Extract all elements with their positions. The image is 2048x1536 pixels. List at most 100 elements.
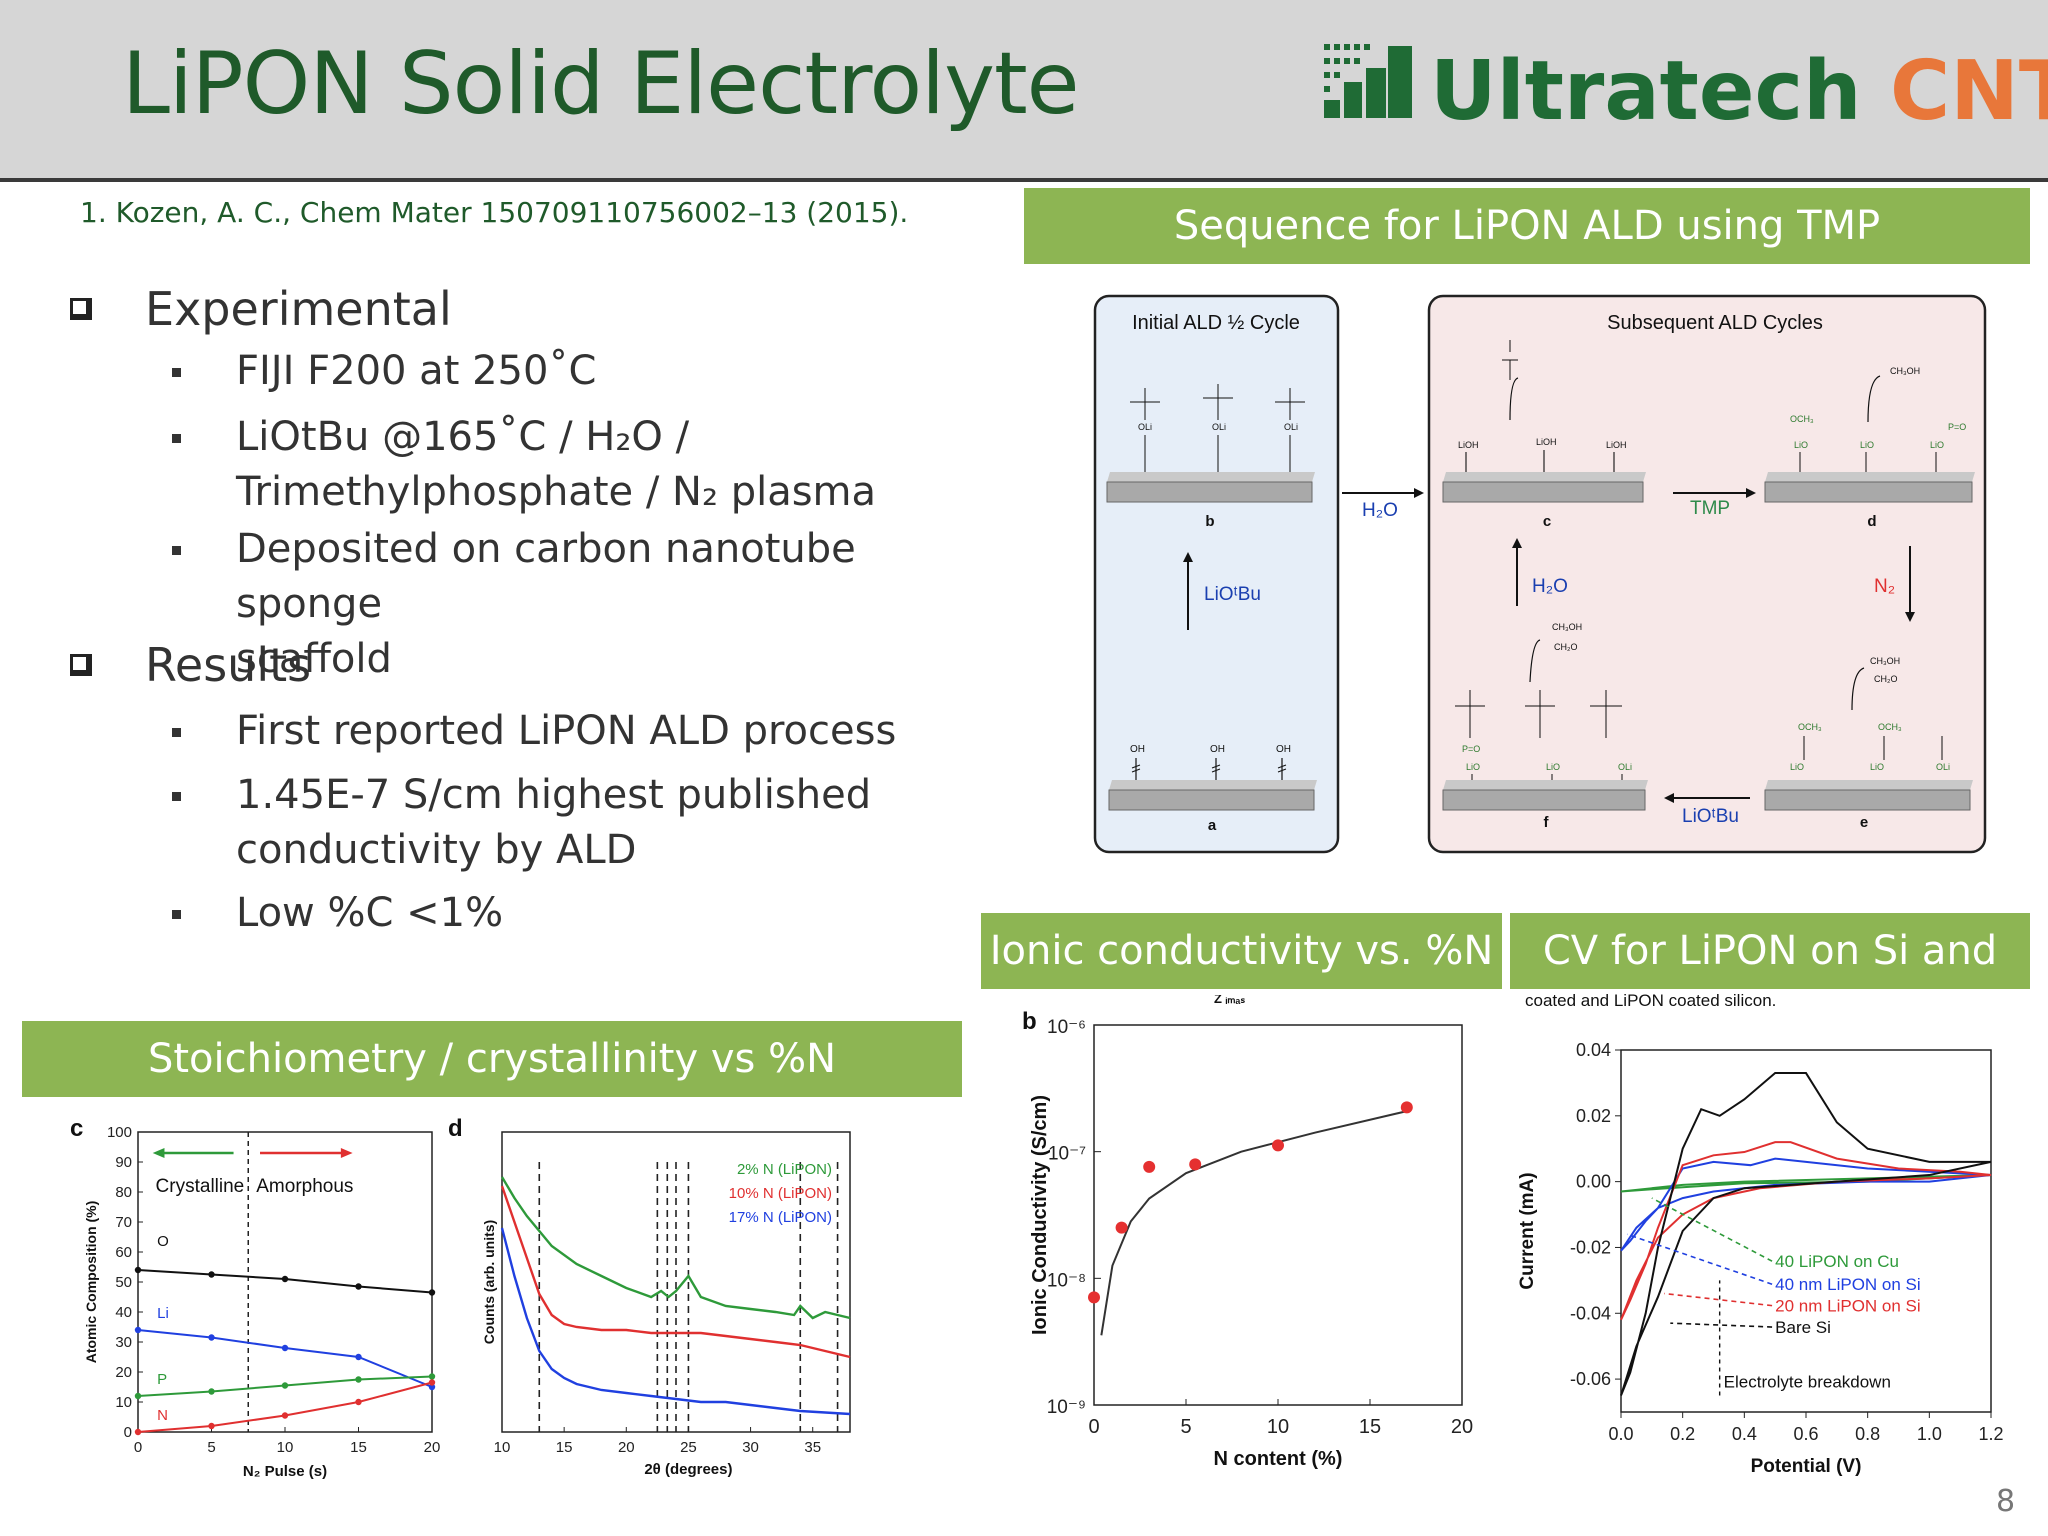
chart-ionic-conductivity: Z ᵢₘₐₛ b 0 5 10 15 20 10⁻⁹ 10⁻⁸ 10⁻⁷ 10⁻⁶ N content…	[1022, 995, 1473, 1470]
sub-bullet-text: FIJI F200 at 250˚C	[236, 348, 597, 394]
y-tick-label: 10⁻⁹	[1047, 1397, 1086, 1418]
x-tick-label: 1.0	[1917, 1424, 1942, 1444]
slide-title: LiPON Solid Electrolyte	[122, 34, 1080, 134]
section-header-cv: CV for LiPON on Si and Cu	[1510, 913, 2030, 1050]
panel-label-c: c	[70, 1115, 83, 1142]
top-label: Z ᵢₘₐₛ	[1214, 995, 1245, 1006]
y-tick-label: 10⁻⁶	[1047, 1017, 1086, 1038]
logo-main: Ultratech	[1430, 44, 1862, 139]
panel-label-e: e	[1860, 814, 1868, 831]
group-lioh: LiOH	[1606, 440, 1627, 450]
panel-a-groups: OH OH OH	[1130, 744, 1291, 780]
data-point	[134, 1392, 142, 1400]
panel-label-b: b	[1022, 1008, 1037, 1035]
label-n2: N₂	[1874, 576, 1895, 597]
panel-label-f: f	[1544, 814, 1550, 831]
group-ch3oh: CH₃OH	[1552, 622, 1582, 632]
cv-curve-3	[1620, 1072, 1992, 1396]
arrow-tmp	[1673, 488, 1756, 498]
logo-accent: CNT	[1890, 44, 2048, 139]
ald-scheme: Initial ALD ½ Cycle Subsequent ALD Cycle…	[1093, 294, 1987, 854]
data-point	[208, 1271, 215, 1278]
y-axis-label: Ionic Conductivity (S/cm)	[1029, 1095, 1051, 1335]
x-tick-label: 10	[1267, 1416, 1289, 1438]
data-point	[1143, 1160, 1156, 1173]
logo-text: Ultratech CNT	[1430, 44, 2048, 139]
x-tick-label: 20	[424, 1439, 441, 1456]
arrow-liotbu-2	[1664, 793, 1750, 803]
data-point	[1272, 1139, 1284, 1152]
sub-bullet: First reported LiPON ALD process	[70, 704, 970, 768]
group-oh: OH	[1210, 744, 1225, 755]
panel-d-groups: OCH₃ LiO LiO LiO P=O CH₃OH	[1790, 366, 1966, 472]
group-ch2o: CH₂O	[1874, 674, 1898, 684]
chart-stoichiometry: c 0 5 10 15 20 0 10 20 30 40 50 60 70 80 90 100 N₂ Pulse …	[70, 1115, 441, 1480]
arrow-n2	[1905, 546, 1915, 622]
legend-entry: 17% N (LiPON)	[729, 1209, 832, 1226]
arrow-liotbu-1	[1183, 552, 1193, 630]
data-point	[355, 1398, 362, 1406]
fit-curve	[1100, 1110, 1408, 1336]
group-och3: OCH₃	[1798, 722, 1822, 732]
section-header-stoich: Stoichiometry / crystallinity vs %N	[22, 1021, 962, 1097]
y-tick-label: 80	[115, 1184, 132, 1201]
label-h2o-1: H₂O	[1362, 500, 1398, 521]
y-tick-label: 90	[115, 1154, 132, 1171]
section-header-sequence: Sequence for LiPON ALD using TMP	[1024, 188, 2030, 264]
y-tick-label: 10⁻⁷	[1048, 1144, 1086, 1165]
y-tick-label: 0.04	[1576, 1040, 1611, 1060]
series-label-li: Li	[157, 1305, 169, 1322]
series-label-n: N	[157, 1407, 168, 1424]
leader-line	[1664, 1292, 1773, 1307]
sub-bullet: Deposited on carbon nanotube sponge scaf…	[70, 522, 970, 682]
annotation-electrolyte-breakdown: Electrolyte breakdown	[1724, 1372, 1891, 1391]
substrate-f	[1442, 780, 1648, 811]
y-tick-label: 100	[107, 1124, 132, 1141]
substrate-a	[1108, 780, 1317, 811]
sub-bullet-text: conductivity by ALD	[236, 827, 637, 873]
x-tick-label: 30	[742, 1439, 759, 1456]
y-tick-label: -0.02	[1570, 1237, 1611, 1257]
sub-bullet-text: Trimethylphosphate / N₂ plasma	[236, 469, 877, 515]
legend-entry: 20 nm LiPON on Si	[1775, 1297, 1921, 1316]
region-label-crystalline: Crystalline	[156, 1176, 245, 1197]
x-tick-label: 0.8	[1855, 1424, 1880, 1444]
legend-entry: Bare Si	[1775, 1318, 1831, 1337]
series-line-1	[500, 1185, 851, 1359]
initial-cycle-box	[1093, 294, 1340, 854]
panel-e-groups: CH₃OH CH₂O OCH₃ OCH₃ LiO LiO OLi	[1790, 656, 1950, 772]
section-header-ionic: Ionic conductivity vs. %N	[981, 913, 1502, 989]
subsequent-cycles-box	[1427, 294, 1987, 854]
x-tick-label: 0	[1088, 1416, 1099, 1438]
y-tick-label: 0	[124, 1424, 132, 1441]
legend-entry: 2% N (LiPON)	[737, 1161, 832, 1178]
y-axis-label: Atomic Composition (%)	[83, 1201, 99, 1364]
label-tmp: TMP	[1690, 498, 1730, 519]
panel-label-d: d	[1867, 513, 1876, 530]
x-tick-label: 35	[804, 1439, 821, 1456]
panel-label-b: b	[1205, 513, 1214, 530]
leader-line	[1670, 1322, 1773, 1328]
x-tick-label: 25	[680, 1439, 697, 1456]
chart-xrd: d 10 15 20 25 30 35 2θ (degrees) Counts (arb. un…	[448, 1115, 851, 1478]
caption-fragment: coated and LiPON coated silicon.	[1525, 991, 1776, 1010]
x-tick-label: 15	[350, 1439, 367, 1456]
group-ch2o: CH₂O	[1554, 642, 1578, 652]
group-oli: OLi	[1138, 422, 1152, 432]
group-lio: LiO	[1870, 762, 1884, 772]
group-lio: LiO	[1546, 762, 1560, 772]
bullet-results: Results	[70, 638, 970, 704]
sub-bullet-text: Low %C <1%	[236, 890, 504, 936]
arrow-head-left-icon	[152, 1148, 165, 1158]
data-point	[208, 1334, 215, 1341]
x-tick-label: 20	[618, 1439, 635, 1456]
group-lio: LiO	[1794, 440, 1808, 450]
group-oli: OLi	[1618, 762, 1632, 772]
group-lioh: LiOH	[1536, 437, 1557, 447]
sub-bullet-text: 1.45E-7 S/cm highest published	[236, 772, 872, 818]
square-bullet-icon	[172, 910, 181, 919]
cv-curve-2	[1620, 1141, 1992, 1321]
y-tick-label: 40	[115, 1304, 132, 1321]
x-tick-label: 0	[134, 1439, 142, 1456]
x-tick-label: 0.0	[1608, 1424, 1633, 1444]
